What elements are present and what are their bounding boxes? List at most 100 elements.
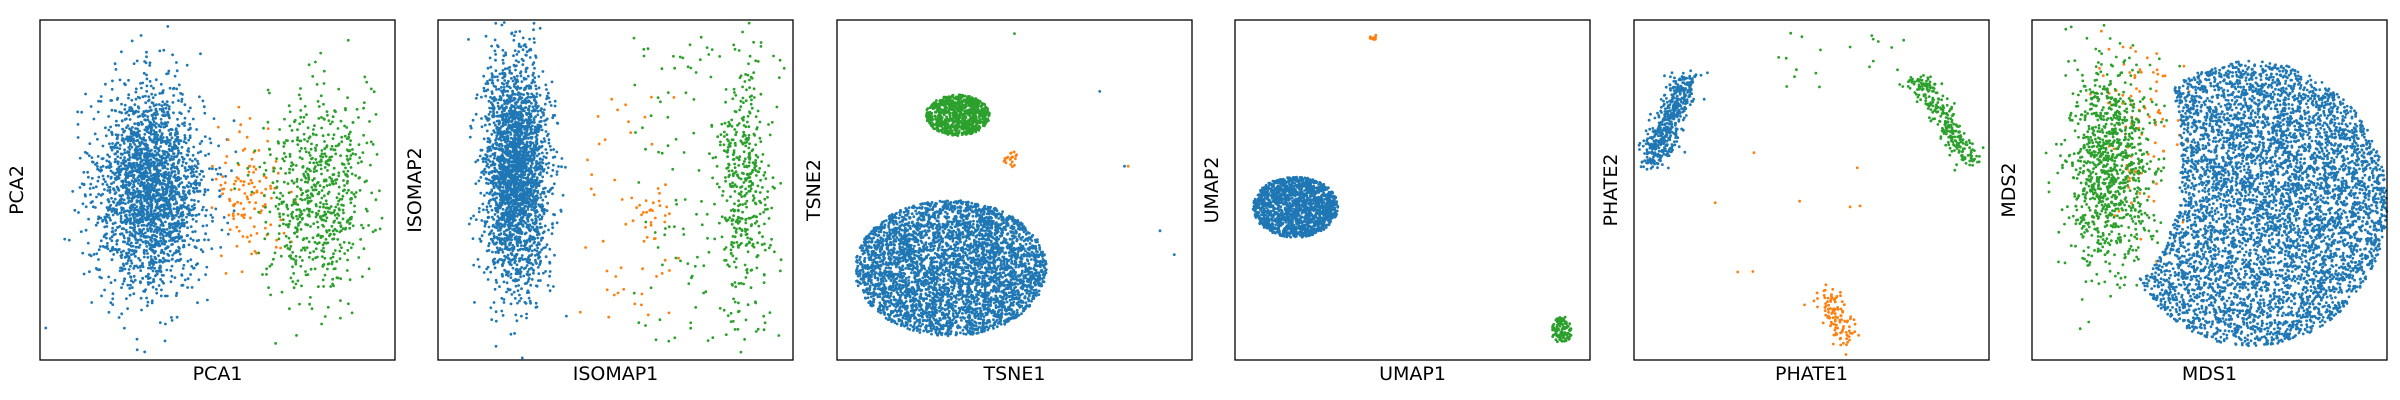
scatter-point [106, 153, 109, 157]
scatter-point [331, 277, 335, 281]
scatter-point [486, 137, 490, 140]
scatter-point [163, 197, 167, 201]
scatter-point [110, 210, 114, 213]
scatter-point [123, 156, 126, 160]
scatter-point [257, 210, 261, 214]
scatter-point [138, 165, 141, 169]
scatter-point [131, 212, 134, 216]
scatter-point [151, 183, 155, 187]
scatter-point [100, 168, 103, 172]
scatter-point [128, 213, 132, 217]
scatter-point [143, 60, 147, 63]
scatter-point [506, 94, 510, 98]
scatter-point [195, 239, 199, 243]
scatter-point [165, 202, 169, 205]
scatter-point [148, 190, 152, 194]
scatter-point [357, 143, 361, 147]
scatter-point [288, 124, 292, 128]
scatter-point [164, 220, 167, 224]
scatter-point [515, 214, 519, 218]
scatter-point [158, 209, 162, 213]
scatter-point [337, 185, 341, 189]
scatter-point [317, 105, 321, 108]
scatter-point [339, 316, 342, 320]
scatter-point [303, 198, 307, 201]
scatter-point [209, 213, 213, 217]
scatter-point [150, 257, 153, 261]
scatter-point [128, 287, 132, 290]
scatter-point [117, 124, 120, 127]
scatter-point [289, 164, 293, 168]
scatter-point [232, 209, 236, 213]
scatter-point [210, 206, 214, 210]
scatter-point [496, 104, 500, 108]
scatter-point [120, 286, 123, 289]
scatter-point [493, 266, 497, 270]
scatter-point [555, 150, 559, 154]
scatter-point [311, 188, 315, 192]
scatter-point [174, 214, 178, 217]
scatter-point [138, 141, 141, 145]
scatter-point [533, 76, 537, 80]
scatter-point [87, 217, 90, 221]
scatter-point [299, 228, 303, 231]
scatter-point [123, 240, 127, 244]
scatter-point [243, 213, 247, 217]
scatter-point [509, 263, 513, 267]
scatter-point [325, 184, 329, 188]
scatter-point [172, 207, 176, 211]
scatter-point [192, 167, 195, 171]
scatter-point [165, 136, 169, 139]
scatter-point [63, 237, 67, 241]
scatter-point [536, 265, 540, 269]
scatter-point [307, 199, 310, 203]
scatter-point [512, 290, 516, 294]
scatter-point [157, 214, 161, 218]
scatter-point [139, 296, 143, 300]
scatter-point [162, 281, 166, 285]
scatter-point [535, 233, 539, 237]
scatter-point [155, 287, 158, 291]
scatter-point [296, 203, 300, 207]
scatter-point [278, 224, 281, 228]
scatter-point [125, 216, 129, 220]
scatter-point [44, 326, 48, 330]
scatter-point [204, 214, 208, 218]
scatter-point [166, 173, 169, 177]
scatter-point [181, 122, 184, 126]
scatter-point [192, 173, 196, 177]
scatter-point [151, 269, 155, 273]
scatter-point [116, 150, 119, 154]
scatter-point [166, 155, 170, 159]
scatter-point [101, 219, 104, 223]
scatter-point [490, 318, 494, 321]
scatter-point [110, 133, 114, 137]
scatter-point [145, 192, 149, 196]
scatter-point [298, 255, 302, 259]
scatter-point [187, 243, 191, 247]
scatter-point [159, 138, 163, 142]
scatter-point [172, 94, 176, 97]
scatter-point [133, 278, 137, 282]
scatter-point [525, 140, 529, 144]
scatter-point [137, 256, 141, 260]
scatter-point [137, 232, 141, 236]
scatter-point [329, 285, 333, 288]
scatter-point [304, 150, 308, 154]
scatter-point [119, 232, 122, 236]
scatter-point [160, 249, 164, 253]
scatter-point [103, 188, 106, 191]
scatter-point [129, 218, 132, 221]
scatter-point [187, 204, 190, 207]
scatter-point [152, 280, 156, 283]
scatter-point [193, 157, 197, 161]
scatter-point [128, 148, 132, 151]
scatter-point [166, 204, 170, 208]
scatter-point [106, 189, 110, 192]
scatter-point [493, 38, 497, 42]
scatter-point [150, 140, 154, 144]
scatter-point [160, 132, 164, 135]
scatter-point [161, 196, 165, 200]
scatter-point [341, 189, 345, 193]
scatter-point [354, 174, 357, 177]
